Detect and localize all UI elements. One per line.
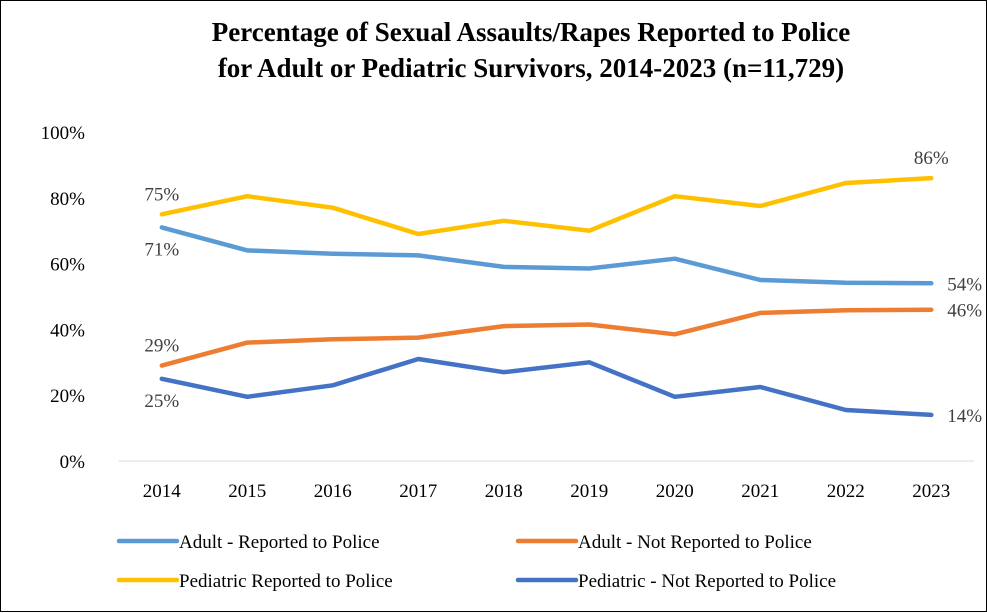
chart-title-line-1: Percentage of Sexual Assaults/Rapes Repo… — [212, 17, 850, 47]
x-tick-label: 2019 — [570, 481, 608, 502]
x-tick-label: 2017 — [399, 481, 437, 502]
y-tick-label: 20% — [50, 386, 85, 407]
legend-label: Adult - Not Reported to Police — [578, 532, 812, 553]
x-tick-label: 2015 — [228, 481, 266, 502]
y-tick-label: 40% — [50, 320, 85, 341]
data-label: 71% — [144, 239, 179, 260]
x-axis-tick-labels: 2014 2015 2016 2017 2018 2019 2020 2021 2022 2023 — [143, 481, 951, 502]
data-label: 25% — [144, 391, 179, 412]
legend-label: Pediatric - Not Reported to Police — [578, 571, 836, 592]
y-axis-tick-labels: 0% 20% 40% 60% 80% 100% — [41, 123, 86, 473]
series-line-3 — [159, 356, 934, 418]
data-label: 75% — [144, 184, 179, 205]
legend: Adult - Reported to Police Adult - Not Re… — [116, 532, 836, 592]
x-tick-label: 2018 — [485, 481, 523, 502]
y-tick-label: 60% — [50, 255, 85, 276]
data-label: 29% — [144, 336, 179, 357]
data-label: 54% — [947, 274, 982, 295]
data-label: 46% — [947, 301, 982, 322]
legend-label: Pediatric Reported to Police — [179, 571, 393, 592]
series-lines — [159, 175, 934, 418]
data-label: 14% — [947, 406, 982, 427]
chart-title-line-2: for Adult or Pediatric Survivors, 2014-2… — [218, 53, 844, 83]
x-tick-label: 2020 — [656, 481, 694, 502]
series-line-0 — [159, 225, 934, 286]
x-tick-label: 2014 — [143, 481, 182, 502]
y-tick-label: 100% — [41, 123, 86, 144]
y-tick-label: 0% — [60, 452, 86, 473]
data-labels: 71% 54% 29% 46% 75% 86% 25% 14% — [144, 148, 982, 427]
legend-label: Adult - Reported to Police — [179, 532, 380, 553]
series-line-1 — [159, 307, 934, 368]
y-tick-label: 80% — [50, 189, 85, 210]
x-tick-label: 2023 — [912, 481, 950, 502]
data-label: 86% — [914, 148, 949, 169]
x-tick-label: 2021 — [741, 481, 779, 502]
x-tick-label: 2022 — [827, 481, 865, 502]
x-tick-label: 2016 — [314, 481, 352, 502]
series-line-2 — [159, 175, 934, 237]
